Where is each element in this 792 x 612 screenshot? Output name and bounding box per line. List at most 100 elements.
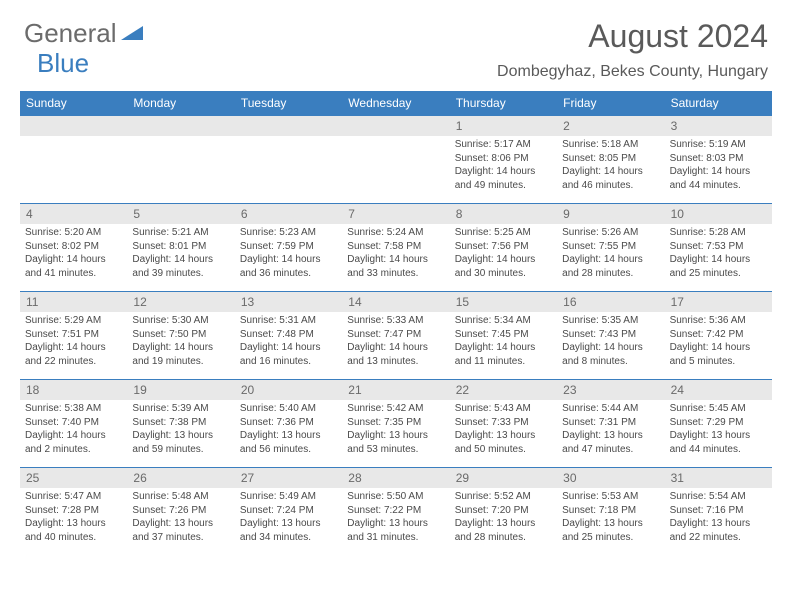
weekday-header: Thursday <box>450 91 557 115</box>
day-number: 4 <box>20 204 127 224</box>
month-title: August 2024 <box>497 18 768 55</box>
day-cell: 23Sunrise: 5:44 AMSunset: 7:31 PMDayligh… <box>557 380 664 467</box>
day-body: Sunrise: 5:25 AMSunset: 7:56 PMDaylight:… <box>450 224 557 284</box>
day-number: 15 <box>450 292 557 312</box>
day-number: 17 <box>665 292 772 312</box>
sunrise-text: Sunrise: 5:26 AM <box>562 226 659 240</box>
day-number: 20 <box>235 380 342 400</box>
daylight-text: Daylight: 13 hours and 59 minutes. <box>132 429 229 456</box>
sunrise-text: Sunrise: 5:18 AM <box>562 138 659 152</box>
daylight-text: Daylight: 14 hours and 28 minutes. <box>562 253 659 280</box>
day-cell: 6Sunrise: 5:23 AMSunset: 7:59 PMDaylight… <box>235 204 342 291</box>
day-number: 19 <box>127 380 234 400</box>
day-number: 29 <box>450 468 557 488</box>
daylight-text: Daylight: 13 hours and 53 minutes. <box>347 429 444 456</box>
week-row: 18Sunrise: 5:38 AMSunset: 7:40 PMDayligh… <box>20 379 772 467</box>
day-cell: 20Sunrise: 5:40 AMSunset: 7:36 PMDayligh… <box>235 380 342 467</box>
day-cell: 22Sunrise: 5:43 AMSunset: 7:33 PMDayligh… <box>450 380 557 467</box>
day-number: 14 <box>342 292 449 312</box>
week-row: 1Sunrise: 5:17 AMSunset: 8:06 PMDaylight… <box>20 115 772 203</box>
day-body: Sunrise: 5:42 AMSunset: 7:35 PMDaylight:… <box>342 400 449 460</box>
sunrise-text: Sunrise: 5:38 AM <box>25 402 122 416</box>
day-number: 10 <box>665 204 772 224</box>
sunrise-text: Sunrise: 5:35 AM <box>562 314 659 328</box>
sunset-text: Sunset: 8:02 PM <box>25 240 122 254</box>
day-number: 6 <box>235 204 342 224</box>
day-cell: 9 Sunrise: 5:26 AMSunset: 7:55 PMDaylight… <box>557 204 664 291</box>
day-body: Sunrise: 5:48 AMSunset: 7:26 PMDaylight:… <box>127 488 234 548</box>
daylight-text: Daylight: 14 hours and 44 minutes. <box>670 165 767 192</box>
daylight-text: Daylight: 13 hours and 28 minutes. <box>455 517 552 544</box>
sunrise-text: Sunrise: 5:44 AM <box>562 402 659 416</box>
weekday-row: SundayMondayTuesdayWednesdayThursdayFrid… <box>20 91 772 115</box>
sunrise-text: Sunrise: 5:33 AM <box>347 314 444 328</box>
day-number: 28 <box>342 468 449 488</box>
weekday-header: Sunday <box>20 91 127 115</box>
daylight-text: Daylight: 14 hours and 16 minutes. <box>240 341 337 368</box>
daylight-text: Daylight: 14 hours and 8 minutes. <box>562 341 659 368</box>
day-number: 13 <box>235 292 342 312</box>
daylight-text: Daylight: 13 hours and 56 minutes. <box>240 429 337 456</box>
day-body: Sunrise: 5:35 AMSunset: 7:43 PMDaylight:… <box>557 312 664 372</box>
day-body: Sunrise: 5:20 AMSunset: 8:02 PMDaylight:… <box>20 224 127 284</box>
day-number: 1 <box>450 116 557 136</box>
day-body: Sunrise: 5:43 AMSunset: 7:33 PMDaylight:… <box>450 400 557 460</box>
day-cell: 7Sunrise: 5:24 AMSunset: 7:58 PMDaylight… <box>342 204 449 291</box>
day-cell: 10Sunrise: 5:28 AMSunset: 7:53 PMDayligh… <box>665 204 772 291</box>
daylight-text: Daylight: 13 hours and 37 minutes. <box>132 517 229 544</box>
sunrise-text: Sunrise: 5:23 AM <box>240 226 337 240</box>
day-number: 23 <box>557 380 664 400</box>
sunset-text: Sunset: 7:40 PM <box>25 416 122 430</box>
sunrise-text: Sunrise: 5:20 AM <box>25 226 122 240</box>
sunset-text: Sunset: 7:35 PM <box>347 416 444 430</box>
sunset-text: Sunset: 7:42 PM <box>670 328 767 342</box>
day-cell: 15Sunrise: 5:34 AMSunset: 7:45 PMDayligh… <box>450 292 557 379</box>
day-body: Sunrise: 5:34 AMSunset: 7:45 PMDaylight:… <box>450 312 557 372</box>
day-cell: 1Sunrise: 5:17 AMSunset: 8:06 PMDaylight… <box>450 116 557 203</box>
sunset-text: Sunset: 8:03 PM <box>670 152 767 166</box>
day-cell: 31Sunrise: 5:54 AMSunset: 7:16 PMDayligh… <box>665 468 772 555</box>
weekday-header: Wednesday <box>342 91 449 115</box>
sunset-text: Sunset: 7:29 PM <box>670 416 767 430</box>
day-body: Sunrise: 5:33 AMSunset: 7:47 PMDaylight:… <box>342 312 449 372</box>
daylight-text: Daylight: 14 hours and 46 minutes. <box>562 165 659 192</box>
daylight-text: Daylight: 14 hours and 13 minutes. <box>347 341 444 368</box>
day-number: 18 <box>20 380 127 400</box>
sunset-text: Sunset: 7:55 PM <box>562 240 659 254</box>
logo-text-2: Blue <box>37 48 89 79</box>
daylight-text: Daylight: 14 hours and 22 minutes. <box>25 341 122 368</box>
sunset-text: Sunset: 7:22 PM <box>347 504 444 518</box>
sunrise-text: Sunrise: 5:36 AM <box>670 314 767 328</box>
day-cell: 11Sunrise: 5:29 AMSunset: 7:51 PMDayligh… <box>20 292 127 379</box>
logo: General Blue <box>24 18 143 49</box>
day-body: Sunrise: 5:50 AMSunset: 7:22 PMDaylight:… <box>342 488 449 548</box>
daylight-text: Daylight: 14 hours and 30 minutes. <box>455 253 552 280</box>
daylight-text: Daylight: 14 hours and 5 minutes. <box>670 341 767 368</box>
day-cell: 12Sunrise: 5:30 AMSunset: 7:50 PMDayligh… <box>127 292 234 379</box>
day-number: 9 <box>557 204 664 224</box>
empty-day <box>20 116 127 136</box>
sunrise-text: Sunrise: 5:49 AM <box>240 490 337 504</box>
day-cell: 19Sunrise: 5:39 AMSunset: 7:38 PMDayligh… <box>127 380 234 467</box>
sunrise-text: Sunrise: 5:19 AM <box>670 138 767 152</box>
day-number: 16 <box>557 292 664 312</box>
sunrise-text: Sunrise: 5:48 AM <box>132 490 229 504</box>
logo-text-1: General <box>24 18 117 49</box>
weekday-header: Monday <box>127 91 234 115</box>
daylight-text: Daylight: 13 hours and 40 minutes. <box>25 517 122 544</box>
sunrise-text: Sunrise: 5:54 AM <box>670 490 767 504</box>
daylight-text: Daylight: 14 hours and 33 minutes. <box>347 253 444 280</box>
day-number: 26 <box>127 468 234 488</box>
day-body: Sunrise: 5:53 AMSunset: 7:18 PMDaylight:… <box>557 488 664 548</box>
day-number: 31 <box>665 468 772 488</box>
day-cell: 30Sunrise: 5:53 AMSunset: 7:18 PMDayligh… <box>557 468 664 555</box>
day-number: 5 <box>127 204 234 224</box>
day-number: 11 <box>20 292 127 312</box>
sunset-text: Sunset: 7:38 PM <box>132 416 229 430</box>
daylight-text: Daylight: 13 hours and 47 minutes. <box>562 429 659 456</box>
sunset-text: Sunset: 8:01 PM <box>132 240 229 254</box>
sunrise-text: Sunrise: 5:47 AM <box>25 490 122 504</box>
logo-triangle-icon <box>121 18 143 49</box>
daylight-text: Daylight: 14 hours and 2 minutes. <box>25 429 122 456</box>
day-number: 22 <box>450 380 557 400</box>
